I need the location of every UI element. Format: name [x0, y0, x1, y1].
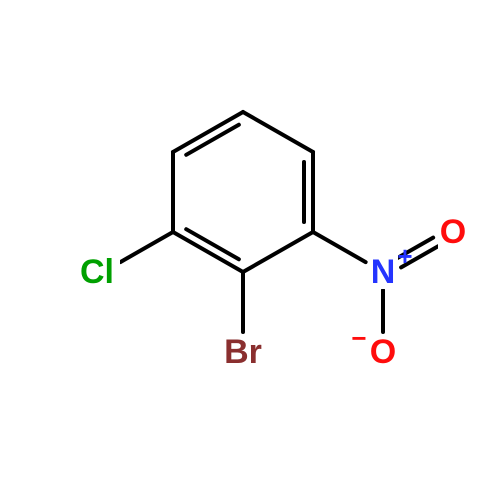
svg-text:O: O	[440, 213, 466, 251]
svg-text:O: O	[370, 333, 396, 371]
molecule-diagram: ClBrN+OO−	[0, 0, 500, 500]
svg-text:+: +	[397, 241, 412, 271]
svg-text:N: N	[371, 253, 396, 291]
svg-text:−: −	[351, 323, 366, 353]
svg-text:Cl: Cl	[80, 253, 114, 291]
svg-text:Br: Br	[224, 333, 262, 371]
